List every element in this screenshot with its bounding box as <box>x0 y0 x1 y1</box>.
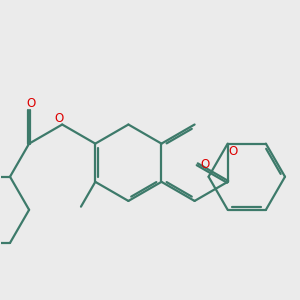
Text: O: O <box>27 97 36 110</box>
Text: O: O <box>54 112 63 125</box>
Text: O: O <box>228 145 237 158</box>
Text: O: O <box>200 158 209 171</box>
